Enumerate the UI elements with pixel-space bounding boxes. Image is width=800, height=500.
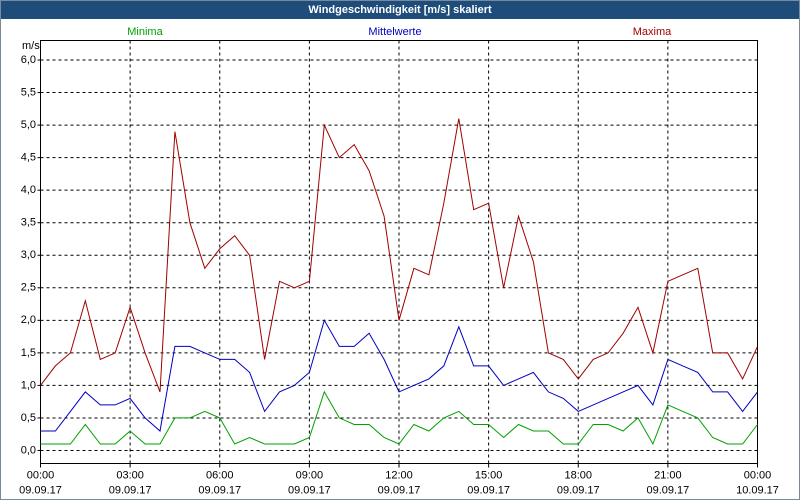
- x-tick-date: 09.09.17: [288, 484, 331, 496]
- x-tick-label: 00:00: [27, 469, 55, 481]
- y-tick-label: 2,0: [21, 314, 36, 326]
- y-unit: m/s: [22, 40, 40, 52]
- legend-label: Mittelwerte: [368, 26, 421, 38]
- y-tick-label: 0,5: [21, 412, 36, 424]
- x-tick-date: 09.09.17: [646, 484, 689, 496]
- series-line: [40, 319, 758, 432]
- x-tick-label: 18:00: [564, 469, 592, 481]
- y-tick-label: 4,0: [21, 184, 36, 196]
- y-tick-label: 5,5: [21, 86, 36, 98]
- x-tick-date: 10.09.17: [736, 484, 779, 496]
- x-tick-label: 21:00: [654, 469, 682, 481]
- y-tick-label: 1,5: [21, 347, 36, 359]
- x-tick-label: 00:00: [744, 469, 772, 481]
- x-tick-date: 09.09.17: [19, 484, 62, 496]
- y-tick-label: 3,0: [21, 249, 36, 261]
- x-tick-date: 09.09.17: [557, 484, 600, 496]
- chart-title: Windgeschwindigkeit [m/s] skaliert: [308, 4, 492, 16]
- x-tick-label: 09:00: [296, 469, 324, 481]
- y-tick-label: 3,5: [21, 217, 36, 229]
- y-tick-label: 6,0: [21, 54, 36, 66]
- x-tick-label: 15:00: [475, 469, 503, 481]
- y-tick-label: 5,0: [21, 119, 36, 131]
- series-line: [40, 390, 758, 446]
- y-tick-label: 2,5: [21, 282, 36, 294]
- x-tick-label: 12:00: [385, 469, 413, 481]
- x-tick-label: 06:00: [206, 469, 234, 481]
- title-bar: [1, 1, 799, 19]
- y-tick-label: 4,5: [21, 152, 36, 164]
- y-tick-label: 0,0: [21, 444, 36, 456]
- y-tick-label: 1,0: [21, 379, 36, 391]
- series-line: [40, 118, 758, 393]
- x-tick-date: 09.09.17: [198, 484, 241, 496]
- x-tick-date: 09.09.17: [109, 484, 152, 496]
- legend-label: Minima: [127, 26, 163, 38]
- x-tick-date: 09.09.17: [467, 484, 510, 496]
- x-tick-date: 09.09.17: [378, 484, 421, 496]
- x-tick-label: 03:00: [116, 469, 144, 481]
- legend-label: Maxima: [633, 26, 672, 38]
